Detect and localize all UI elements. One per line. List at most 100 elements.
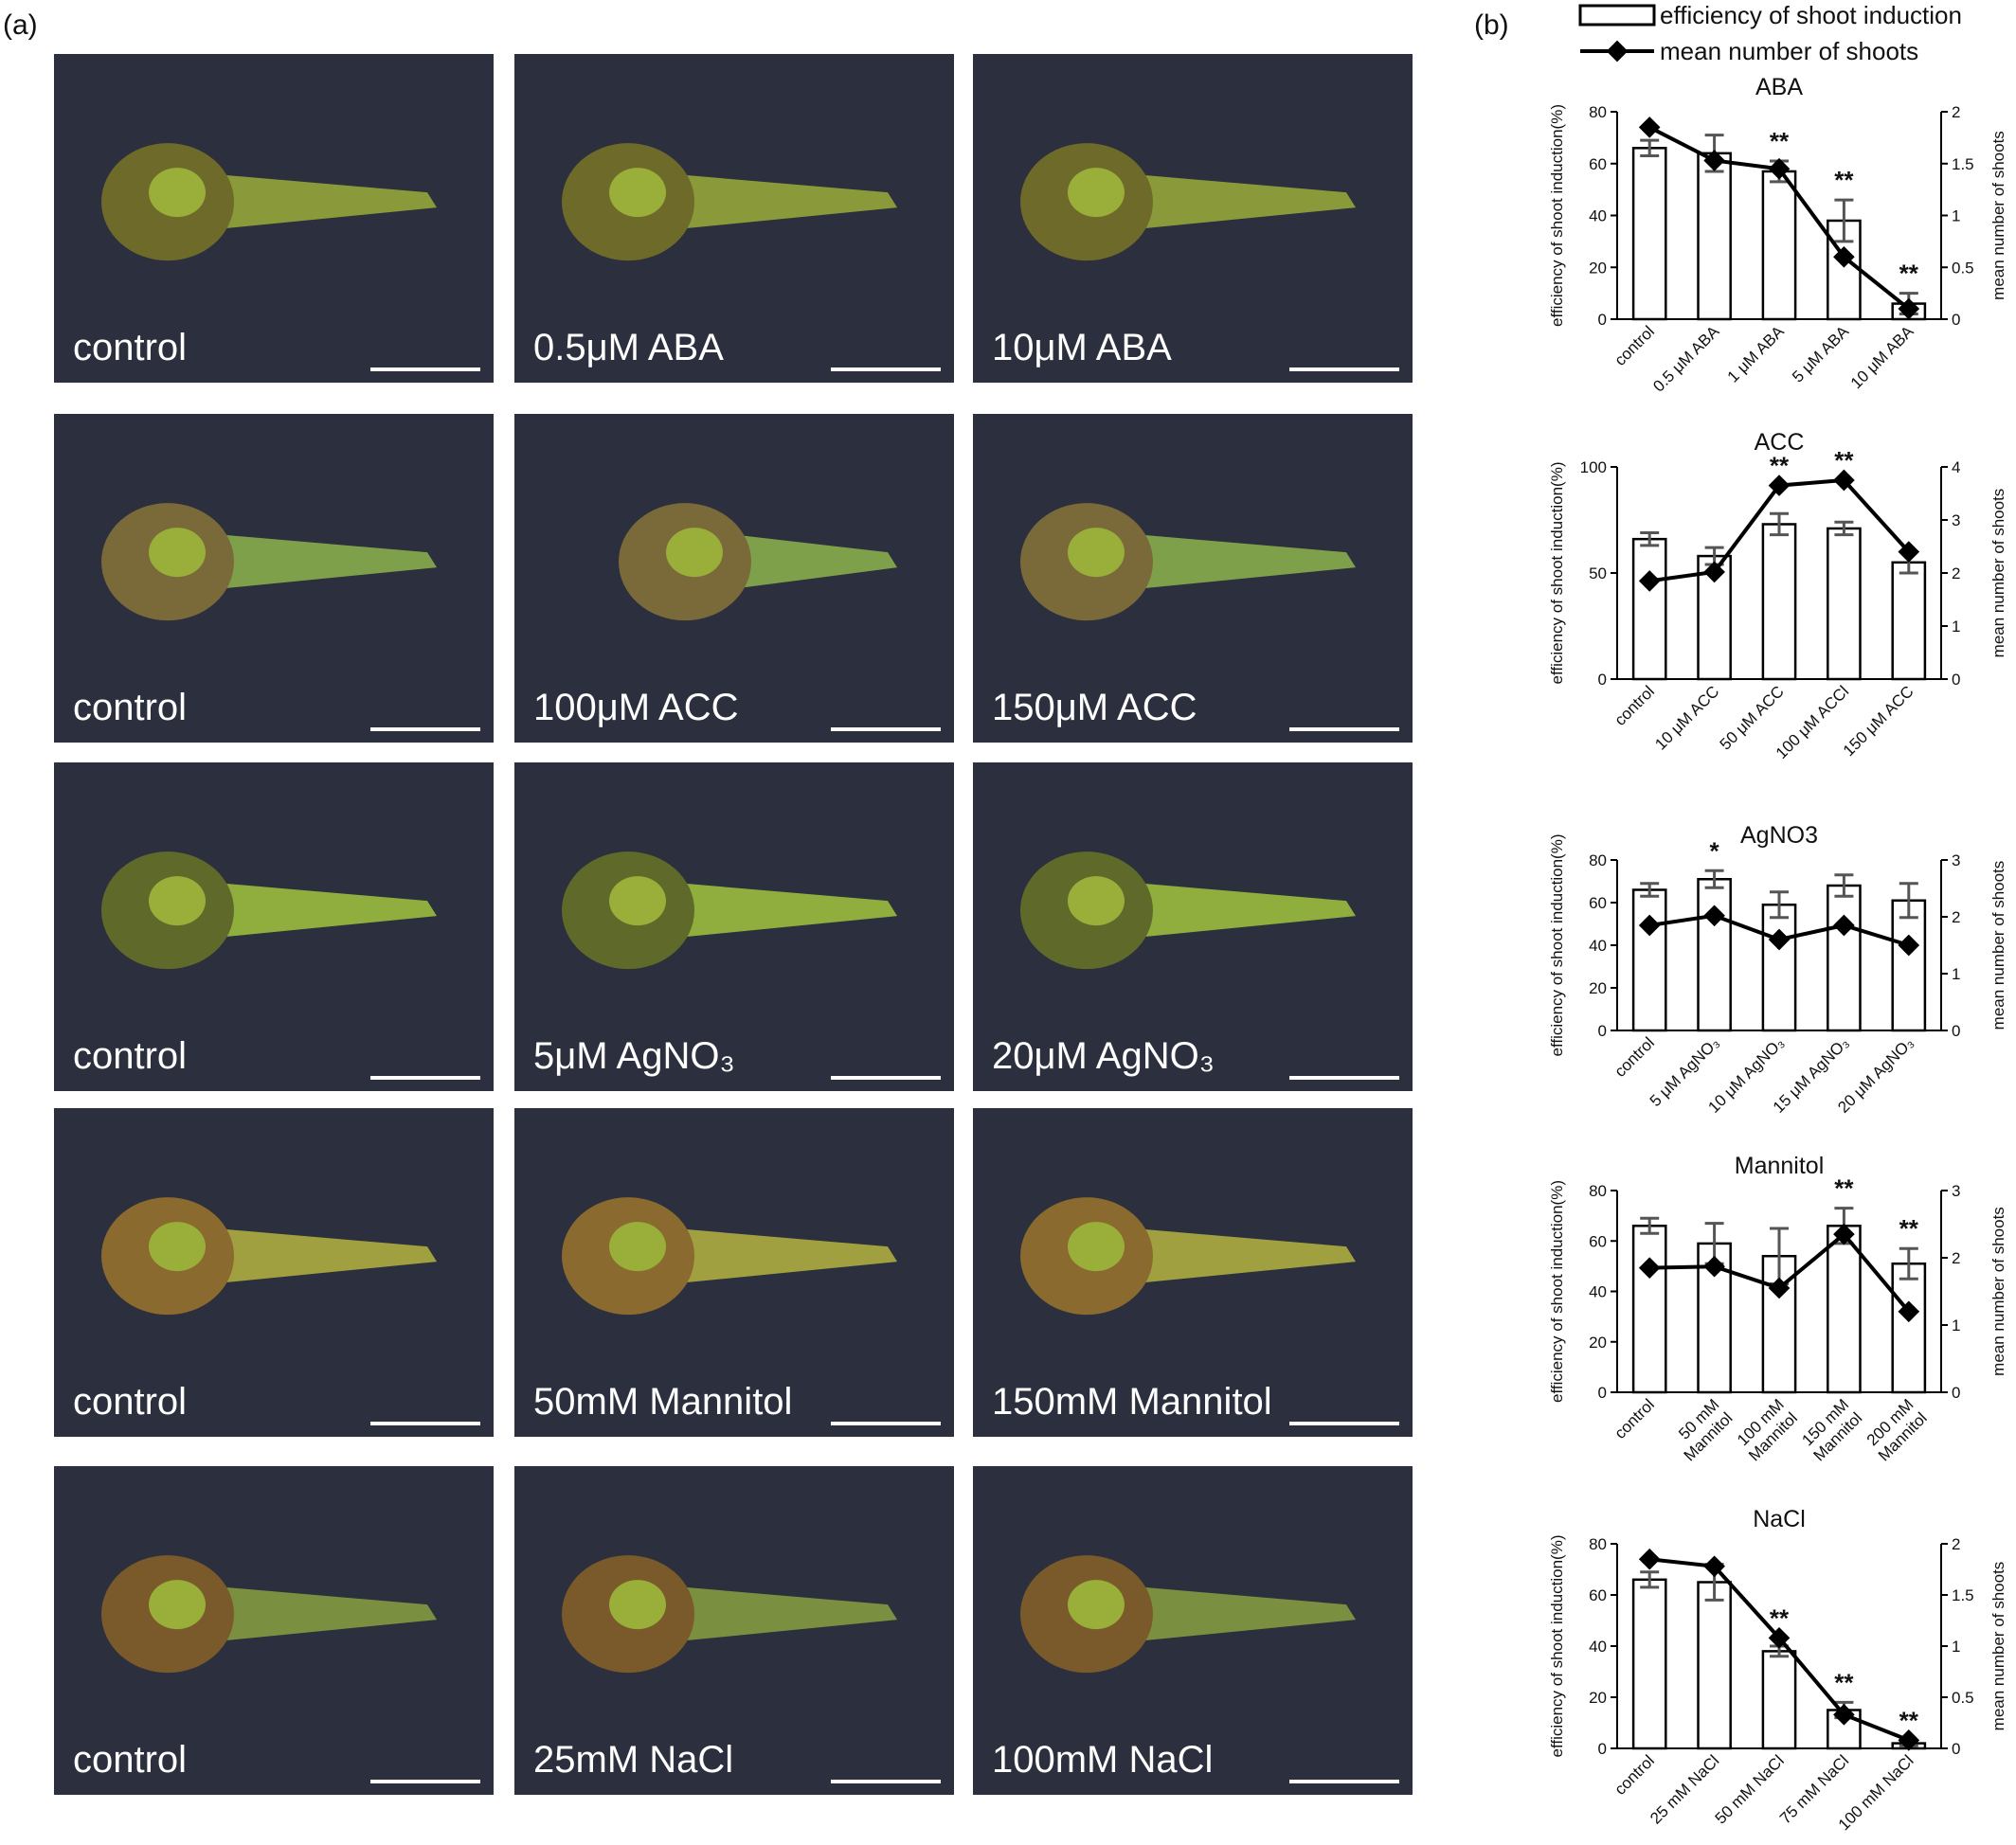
y-axis-label: efficiency of shoot induction(%) — [1548, 462, 1566, 685]
significance-label: ** — [1834, 1668, 1854, 1696]
y-tick-label: 80 — [1589, 1535, 1607, 1553]
y-tick-label: 20 — [1589, 259, 1607, 277]
y-tick-label: 20 — [1589, 1689, 1607, 1707]
legend-label: efficiency of shoot induction — [1660, 1, 1962, 29]
explant-bud — [1068, 168, 1125, 218]
y-tick-label: 20 — [1589, 979, 1607, 997]
line-marker — [1768, 928, 1791, 951]
x-tick-label: control — [1611, 322, 1659, 369]
x-tick-label: control — [1611, 682, 1659, 729]
y2-tick-label: 0 — [1952, 1022, 1960, 1040]
y-tick-label: 40 — [1589, 937, 1607, 955]
y-axis-label: efficiency of shoot induction(%) — [1548, 1535, 1566, 1758]
explant-stalk — [206, 173, 437, 231]
y-tick-label: 20 — [1589, 1334, 1607, 1352]
chart-title: NaCl — [1753, 1506, 1806, 1532]
line-marker — [1833, 914, 1855, 937]
line-marker — [1833, 469, 1855, 492]
x-tick-label: 0.5 μM ABA — [1649, 322, 1723, 396]
line-marker — [1833, 1223, 1855, 1245]
bar — [1631, 537, 1667, 681]
x-tick-label: 100 mMMannitol — [1732, 1395, 1801, 1464]
error-bar — [1899, 882, 1918, 920]
explant-bud — [149, 1580, 206, 1630]
error-bar — [1640, 882, 1660, 898]
explant-stalk — [206, 1585, 437, 1643]
bar — [1891, 1262, 1927, 1394]
bar — [1761, 170, 1797, 321]
x-tick-label: 50 mMMannitol — [1667, 1395, 1737, 1464]
y-tick-label: 40 — [1589, 1283, 1607, 1301]
y2-axis-label: mean number of shoots — [1989, 489, 2007, 658]
y2-tick-label: 1.5 — [1952, 155, 1974, 173]
x-tick-label: 10 μM ACC — [1651, 682, 1722, 753]
error-bar — [1770, 511, 1789, 537]
line-marker — [1833, 245, 1855, 268]
explant-bud — [149, 876, 206, 926]
significance-label: ** — [1770, 452, 1790, 480]
y2-axis-label: mean number of shoots — [1989, 1207, 2007, 1376]
legend-swatch-bar — [1578, 4, 1656, 27]
explant-stalk — [1125, 1585, 1356, 1643]
error-bar — [1834, 520, 1854, 537]
y2-tick-label: 1 — [1952, 207, 1960, 225]
y2-tick-label: 2 — [1952, 1535, 1960, 1553]
y2-tick-label: 0 — [1952, 1384, 1960, 1402]
bar — [1631, 888, 1667, 1032]
y2-tick-label: 4 — [1952, 458, 1960, 476]
y-tick-label: 80 — [1589, 851, 1607, 869]
photo-caption: 100μM ACC — [533, 687, 738, 728]
y-tick-label: 60 — [1589, 894, 1607, 912]
x-tick-label: 50 mM NaCl — [1712, 1751, 1788, 1827]
error-bar — [1640, 530, 1660, 547]
explant-stalk — [206, 882, 437, 940]
y2-tick-label: 1 — [1952, 965, 1960, 983]
significance-label: ** — [1834, 1174, 1854, 1203]
bar — [1827, 527, 1862, 681]
x-tick-label: 5 μM ABA — [1789, 322, 1853, 386]
line-marker — [1898, 541, 1920, 563]
y2-tick-label: 0.5 — [1952, 1689, 1974, 1707]
explant-bud — [666, 528, 723, 578]
y-tick-label: 60 — [1589, 1232, 1607, 1250]
line-marker — [1638, 914, 1661, 937]
chart-title: ABA — [1755, 74, 1803, 100]
explant-bud — [149, 168, 206, 218]
x-tick-label: control — [1611, 1395, 1659, 1442]
explant-stalk — [1125, 1227, 1356, 1285]
explant-bud — [149, 528, 206, 578]
line-marker — [1703, 1555, 1725, 1578]
significance-label: ** — [1899, 1706, 1919, 1734]
explant-stalk — [666, 1585, 897, 1643]
y-tick-label: 0 — [1598, 1740, 1607, 1758]
y-tick-label: 0 — [1598, 1384, 1607, 1402]
y2-tick-label: 1 — [1952, 1317, 1960, 1334]
explant-bud — [1068, 876, 1125, 926]
x-tick-label: 200 mMMannitol — [1862, 1395, 1931, 1464]
y2-tick-label: 0.5 — [1952, 259, 1974, 277]
line-marker — [1703, 561, 1725, 583]
explant-bud — [609, 1222, 666, 1272]
x-tick-label: control — [1611, 1751, 1659, 1799]
explant-bud — [1068, 1222, 1125, 1272]
photo-caption: control — [73, 1381, 187, 1423]
y2-tick-label: 3 — [1952, 851, 1960, 869]
line-marker — [1638, 570, 1661, 592]
x-tick-label: 50 μM ACC — [1717, 682, 1788, 753]
y-tick-label: 60 — [1589, 155, 1607, 173]
explant-stalk — [206, 533, 437, 591]
y2-tick-label: 3 — [1952, 511, 1960, 529]
y-axis-label: efficiency of shoot induction(%) — [1548, 1180, 1566, 1403]
y2-tick-label: 3 — [1952, 1182, 1960, 1200]
photo-caption: control — [73, 1035, 187, 1077]
explant-stalk — [206, 1227, 437, 1285]
photo-caption: 5μM AgNO₃ — [533, 1035, 735, 1077]
photo-caption: control — [73, 687, 187, 728]
explant-bud — [1068, 528, 1125, 578]
explant-bud — [149, 1222, 206, 1272]
explant-stalk — [723, 533, 897, 591]
y-tick-label: 40 — [1589, 207, 1607, 225]
y-axis-label: efficiency of shoot induction(%) — [1548, 834, 1566, 1057]
bar — [1631, 147, 1667, 321]
explant-bud — [1068, 1580, 1125, 1630]
